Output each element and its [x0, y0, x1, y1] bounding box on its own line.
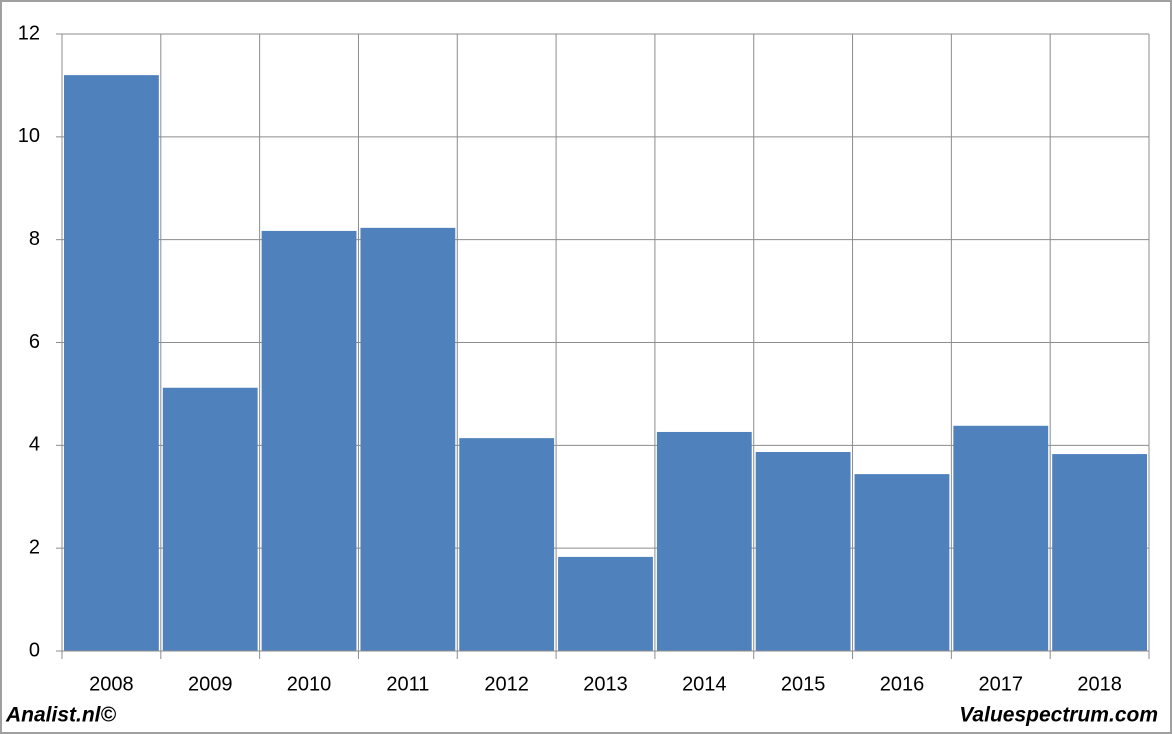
x-tick-label: 2011: [386, 673, 429, 695]
x-tick-label: 2017: [979, 673, 1024, 695]
y-tick-label: 0: [29, 639, 40, 661]
bar: [64, 75, 159, 652]
bar: [755, 452, 851, 651]
x-tick-label: 2018: [1077, 673, 1122, 695]
x-tick-label: 2014: [682, 673, 727, 695]
x-tick-label: 2013: [583, 673, 628, 695]
y-tick-label: 10: [18, 125, 40, 147]
x-tick-label: 2008: [89, 673, 134, 695]
bar: [1052, 454, 1147, 651]
bar: [360, 227, 456, 652]
bar: [162, 387, 258, 651]
bar: [854, 474, 950, 651]
x-tick-label: 2010: [287, 673, 332, 695]
x-tick-label: 2015: [781, 673, 826, 695]
x-tick-label: 2009: [188, 673, 233, 695]
y-tick-label: 8: [29, 228, 40, 250]
y-tick-label: 2: [29, 536, 40, 558]
bar: [558, 556, 653, 651]
y-tick-label: 12: [18, 22, 40, 44]
source-left: Analist.nl©: [5, 704, 117, 727]
bar: [261, 230, 357, 651]
x-tick-label: 2012: [484, 673, 529, 695]
bar: [656, 431, 752, 651]
x-tick-label: 2016: [880, 673, 925, 695]
source-right: Valuespectrum.com: [959, 704, 1158, 727]
y-tick-label: 6: [29, 331, 40, 353]
bar: [459, 438, 555, 651]
bar: [953, 425, 1049, 651]
y-tick-label: 4: [29, 434, 40, 456]
